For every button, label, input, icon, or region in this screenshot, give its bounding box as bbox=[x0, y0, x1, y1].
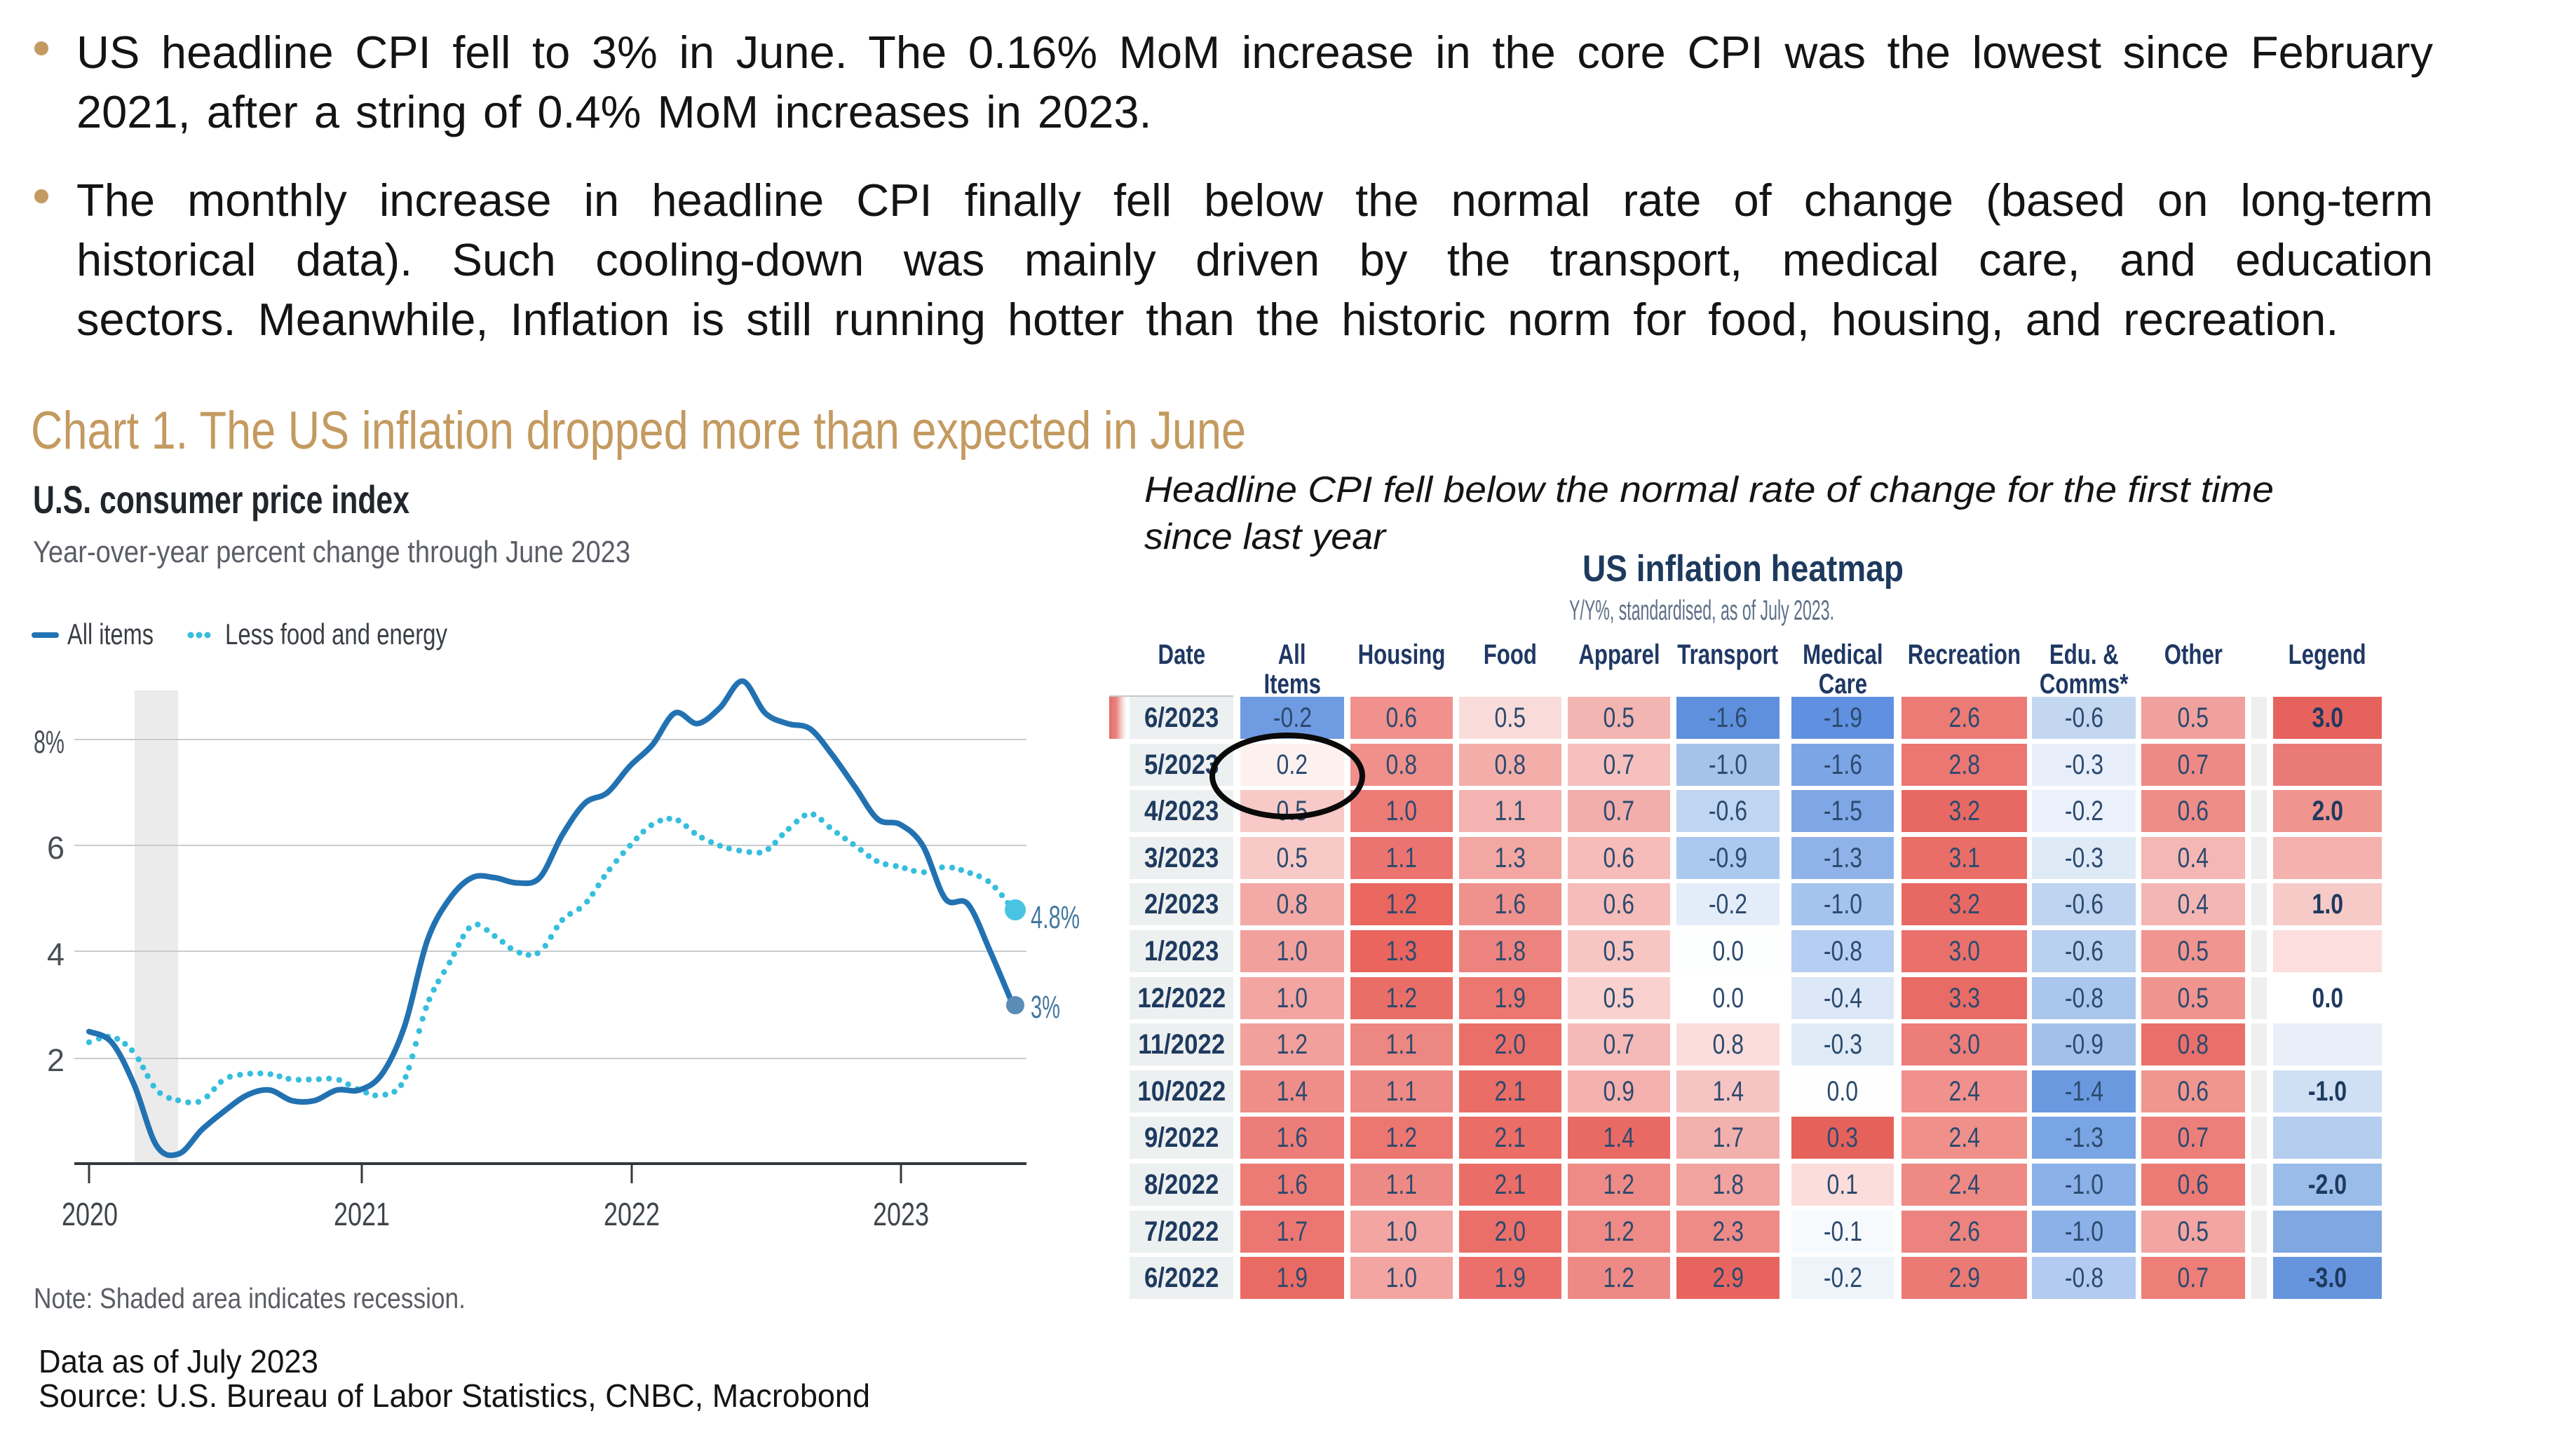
svg-text:3%: 3% bbox=[1031, 989, 1060, 1025]
svg-text:4: 4 bbox=[47, 937, 65, 972]
svg-text:Source: U.S. Bureau of Labor S: Source: U.S. Bureau of Labor Statistics,… bbox=[39, 1377, 870, 1414]
svg-text:Year-over-year percent change: Year-over-year percent change through Ju… bbox=[33, 535, 630, 569]
svg-text:4.8%: 4.8% bbox=[1031, 899, 1080, 935]
svg-text:Data as of July 2023: Data as of July 2023 bbox=[39, 1343, 318, 1380]
svg-text:since last year: since last year bbox=[1144, 517, 1388, 557]
svg-text:2020: 2020 bbox=[62, 1196, 118, 1232]
svg-text:Y/Y%, standardised, as of July: Y/Y%, standardised, as of July 2023. bbox=[1569, 595, 1834, 626]
svg-text:Chart 1. The US inflation drop: Chart 1. The US inflation dropped more t… bbox=[31, 401, 1246, 461]
svg-text:2023: 2023 bbox=[873, 1196, 929, 1232]
svg-text:Headline CPI fell below the no: Headline CPI fell below the normal rate … bbox=[1144, 470, 2274, 510]
svg-text:Note: Shaded area indicates re: Note: Shaded area indicates recession. bbox=[34, 1282, 466, 1314]
svg-text:6: 6 bbox=[47, 830, 65, 866]
svg-text:2: 2 bbox=[47, 1042, 65, 1078]
svg-text:All items: All items bbox=[67, 618, 154, 651]
svg-text:2022: 2022 bbox=[604, 1196, 660, 1232]
svg-text:US inflation heatmap: US inflation heatmap bbox=[1582, 548, 1904, 590]
svg-text:Less food and energy: Less food and energy bbox=[225, 618, 447, 651]
svg-text:2021: 2021 bbox=[334, 1196, 390, 1232]
svg-text:U.S. consumer price index: U.S. consumer price index bbox=[33, 477, 409, 522]
svg-text:8%: 8% bbox=[34, 724, 65, 760]
